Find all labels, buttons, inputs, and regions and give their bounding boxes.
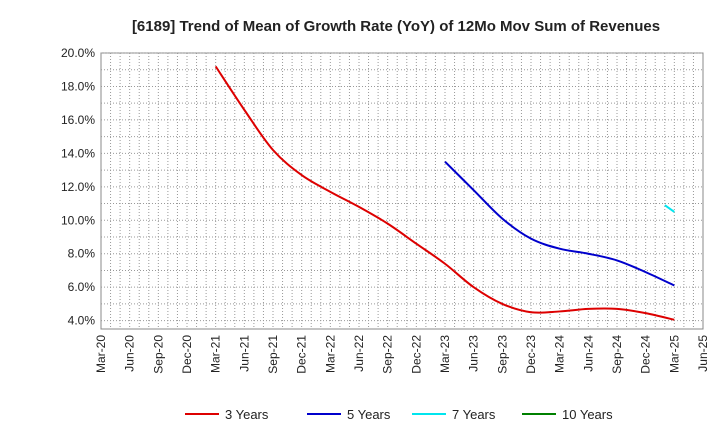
y-tick-label: 18.0% (61, 79, 95, 93)
series-line-3-years (214, 65, 675, 321)
y-tick-label: 10.0% (61, 213, 95, 227)
x-tick-label: Mar-23 (438, 335, 452, 373)
x-tick-label: Mar-25 (667, 335, 681, 373)
x-tick-label: Mar-20 (94, 335, 108, 373)
legend-label: 5 Years (347, 407, 391, 422)
grid (101, 52, 703, 329)
legend: 3 Years 5 Years 7 Years 10 Years (185, 407, 613, 422)
x-axis: Mar-20 Jun-20 Sep-20 Dec-20 Mar-21 Jun-21 Sep-… (94, 335, 710, 374)
x-tick-label: Jun-20 (123, 335, 137, 372)
y-tick-label: 16.0% (61, 113, 95, 127)
x-tick-label: Sep-24 (610, 335, 624, 374)
x-tick-label: Sep-20 (151, 335, 165, 374)
x-tick-label: Mar-22 (323, 335, 337, 373)
x-tick-label: Mar-24 (553, 335, 567, 373)
legend-label: 10 Years (562, 407, 613, 422)
y-tick-label: 14.0% (61, 146, 95, 160)
plot-frame (100, 52, 704, 330)
x-tick-label: Dec-21 (295, 335, 309, 374)
x-tick-label: Dec-24 (639, 335, 653, 374)
y-tick-label: 12.0% (61, 180, 95, 194)
x-tick-label: Dec-23 (524, 335, 538, 374)
y-tick-label: 8.0% (68, 247, 96, 261)
series-line-7-years (664, 204, 675, 213)
y-axis: 4.0% 6.0% 8.0% 10.0% 12.0% 14.0% 16.0% 18.0% 20.… (61, 46, 95, 328)
series-line-5-years (444, 161, 675, 287)
x-tick-label: Sep-23 (495, 335, 509, 374)
legend-label: 7 Years (452, 407, 496, 422)
x-tick-label: Sep-21 (266, 335, 280, 374)
x-tick-label: Jun-24 (581, 335, 595, 372)
plot-area (100, 52, 704, 330)
x-tick-label: Dec-20 (180, 335, 194, 374)
y-tick-label: 4.0% (68, 314, 96, 328)
x-tick-label: Mar-21 (209, 335, 223, 373)
x-tick-label: Jun-25 (696, 335, 710, 372)
x-tick-label: Jun-21 (237, 335, 251, 372)
x-tick-label: Dec-22 (409, 335, 423, 374)
y-tick-label: 20.0% (61, 46, 95, 60)
y-tick-label: 6.0% (68, 280, 96, 294)
x-tick-label: Sep-22 (381, 335, 395, 374)
series-lines (214, 65, 675, 321)
x-tick-label: Jun-23 (467, 335, 481, 372)
x-tick-label: Jun-22 (352, 335, 366, 372)
chart-title: [6189] Trend of Mean of Growth Rate (YoY… (132, 18, 660, 35)
legend-label: 3 Years (225, 407, 269, 422)
